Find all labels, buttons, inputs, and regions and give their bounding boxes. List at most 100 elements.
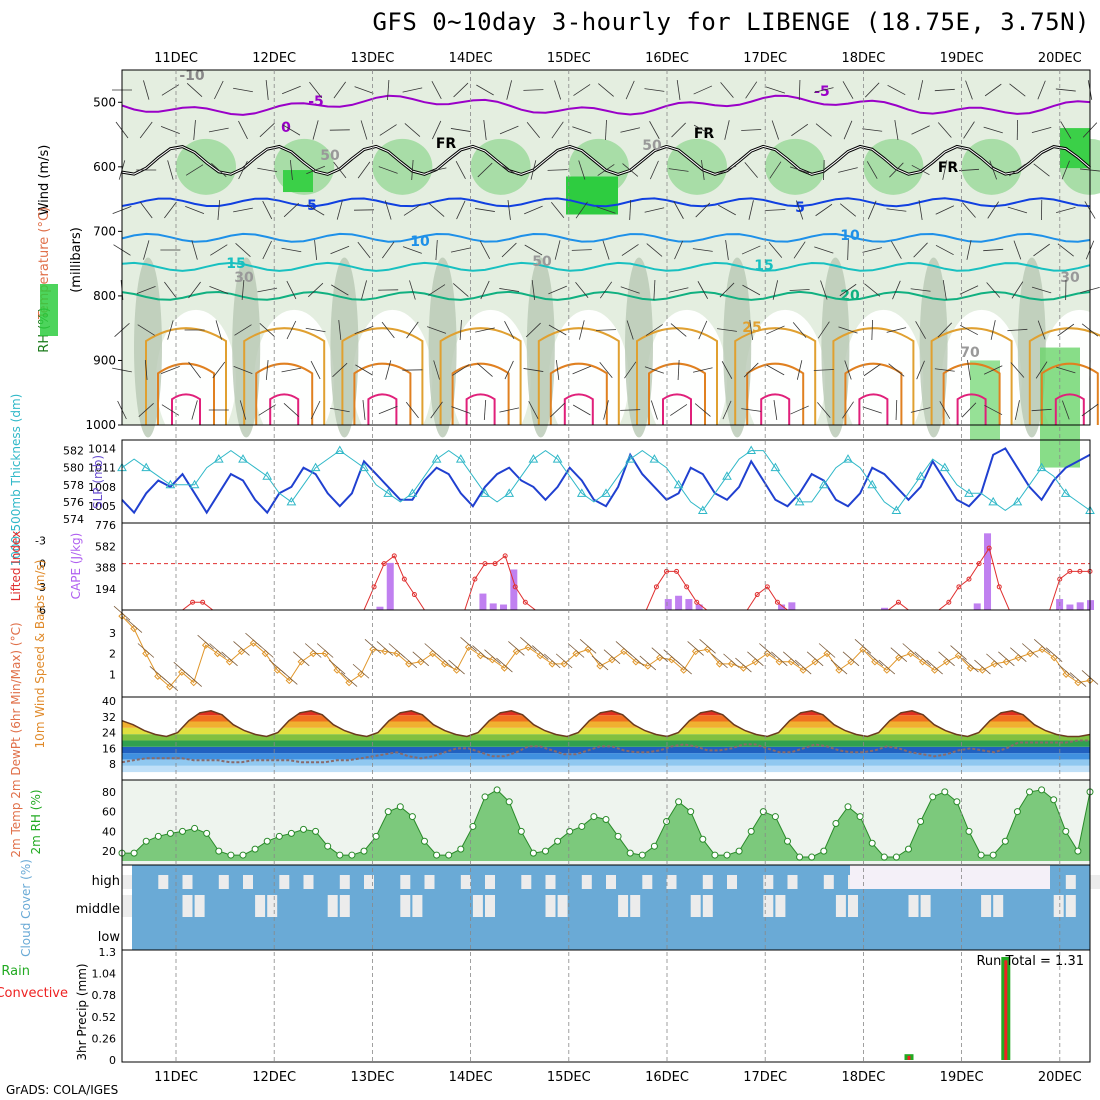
wind-barb <box>950 645 967 660</box>
thickness-point <box>1012 496 1023 506</box>
rh-moist-column <box>134 257 162 438</box>
wind-barb <box>878 659 896 675</box>
wind-barb <box>477 162 493 178</box>
thickness-point <box>673 479 684 489</box>
wind-barb <box>265 80 269 100</box>
pressure-axis-label: (millibars) <box>69 227 84 293</box>
wind-barb <box>526 121 541 139</box>
high-cloud-cell <box>787 875 798 889</box>
bottom-day-label: 15DEC <box>547 1070 591 1085</box>
thickness-point <box>964 488 974 497</box>
wind-barb <box>572 404 591 416</box>
lifted-index-point <box>774 599 780 605</box>
middle-cloud-cell <box>618 895 629 917</box>
wind-barb <box>214 80 224 100</box>
bottom-day-label: 16DEC <box>645 1070 689 1085</box>
wind-barb <box>1031 127 1052 133</box>
thickness-point <box>722 471 732 480</box>
rh-point <box>663 818 670 825</box>
wind-barb <box>381 321 395 339</box>
rh-point <box>384 808 392 816</box>
lifted-index-point <box>653 584 659 590</box>
wind-barb <box>653 279 656 301</box>
wind-barb <box>431 80 442 100</box>
middle-cloud-cell <box>339 895 350 917</box>
wind-barb <box>340 672 358 687</box>
wind-barb <box>305 327 326 333</box>
wind-barb <box>524 205 543 215</box>
wind-barb <box>791 123 809 137</box>
temp-tick-label: 32 <box>102 711 116 724</box>
rh-point <box>239 851 247 859</box>
wind-barb <box>670 323 687 337</box>
thickness-point <box>1060 488 1071 497</box>
cape-axis-label: CAPE (J/kg) <box>69 533 83 600</box>
wind-barb <box>360 120 368 140</box>
wind-barb <box>701 160 705 180</box>
wind-barb <box>915 321 926 339</box>
wind-barb <box>161 676 179 692</box>
convective-label: Convective <box>0 986 68 1001</box>
lifted-index-point <box>472 576 478 582</box>
pressure-tick-label: 700 <box>93 224 116 238</box>
li-tick-label: 6 <box>39 604 46 617</box>
wind-barb <box>603 400 609 420</box>
wind-barb <box>160 366 180 374</box>
wind-barb <box>483 120 487 140</box>
wind-barb <box>871 319 873 341</box>
wind-barb <box>1057 323 1075 337</box>
wind-barb <box>262 200 273 220</box>
temperature-color-band <box>122 734 1090 741</box>
wind-barb <box>403 204 422 216</box>
wind-barb <box>209 286 229 294</box>
wind-barb <box>378 405 398 415</box>
wind-barb <box>794 659 812 675</box>
wind-barb <box>935 205 955 215</box>
cape-bar <box>973 603 981 610</box>
wind-barb <box>795 200 804 220</box>
temperature-contour-25 <box>145 327 227 425</box>
contour-label: -10 <box>179 68 205 84</box>
wind-barb <box>695 202 711 218</box>
lifted-index-point <box>684 584 690 590</box>
wind-barb <box>455 160 466 180</box>
wind-barb <box>530 160 537 180</box>
wind-barb <box>448 659 465 675</box>
temperature-color-band <box>122 721 1090 728</box>
pressure-tick-label: 900 <box>93 353 116 367</box>
rh-point <box>989 851 997 859</box>
wind-barb <box>1010 647 1027 662</box>
wind-barb <box>748 200 754 220</box>
rh-moist-column <box>625 257 653 438</box>
rh-point <box>191 824 199 832</box>
thickness-point <box>213 454 224 463</box>
rh-moist-column <box>723 257 752 438</box>
middle-cloud-cell <box>255 895 266 917</box>
top-day-label: 17DEC <box>743 51 787 66</box>
contour-label: 70 <box>960 345 980 361</box>
high-cloud-cell <box>218 875 229 889</box>
wind-barb <box>362 400 366 420</box>
rh-point <box>1001 837 1009 845</box>
wind-barb <box>724 120 730 140</box>
wind-barb <box>304 643 322 658</box>
wind-barb <box>772 280 779 300</box>
temp-tick-label: 16 <box>102 742 116 755</box>
thickness-point <box>359 462 369 472</box>
temp-tick-label: 24 <box>102 727 116 740</box>
wind-barb <box>286 280 297 300</box>
thickness-point <box>601 488 611 497</box>
high-cloud-cell <box>521 875 532 889</box>
wind-barb <box>984 83 1002 97</box>
wind-barb <box>376 641 394 656</box>
wind-barb <box>718 204 736 216</box>
wind-barb <box>480 280 490 300</box>
wind-barb <box>210 244 228 256</box>
cloud-row-label: high <box>92 874 120 889</box>
wind-barb <box>986 282 1001 298</box>
wind-barb <box>186 83 203 97</box>
high-cloud-cell <box>763 875 774 889</box>
wind-barb <box>143 80 150 100</box>
wind-barb <box>692 367 713 373</box>
wind-barb <box>697 281 708 299</box>
